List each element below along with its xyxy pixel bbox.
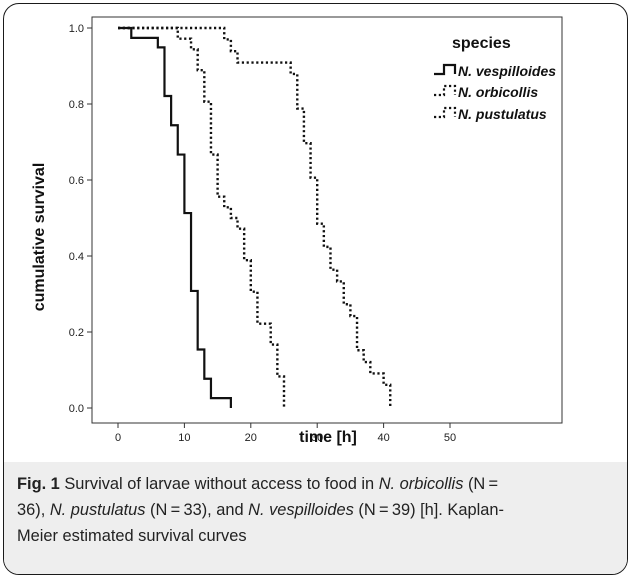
x-tick-label: 30 xyxy=(311,432,323,444)
y-axis-title: cumulative survival xyxy=(31,163,48,312)
legend-entry: N. pustulatus xyxy=(458,106,547,122)
y-tick-label: 0.6 xyxy=(69,175,84,187)
legend-entry: N. vespilloides xyxy=(458,63,556,79)
caption-species: N. orbicollis xyxy=(378,475,464,493)
figure-frame xyxy=(3,3,628,575)
caption-label: Fig. 1 xyxy=(17,475,60,493)
caption-text: Survival of larvae without access to foo… xyxy=(59,475,379,493)
figure-caption: Fig. 1 Survival of larvae without access… xyxy=(17,471,617,549)
plot-area-border xyxy=(91,16,563,424)
caption-text: Meier estimated survival curves xyxy=(17,527,247,545)
y-tick-label: 0.4 xyxy=(69,251,84,263)
legend-swatch xyxy=(434,63,457,76)
x-tick-label: 40 xyxy=(377,432,389,444)
y-tick-label: 0.0 xyxy=(69,403,84,415)
x-tick-label: 20 xyxy=(245,432,257,444)
survival-curve xyxy=(118,26,232,408)
caption-text: (N = 33), and xyxy=(145,501,249,519)
y-tick-label: 1.0 xyxy=(69,23,84,35)
chart-series xyxy=(118,26,392,408)
legend-title: species xyxy=(452,35,511,52)
caption-text: (N = 39) [h]. Kaplan- xyxy=(353,501,504,519)
x-tick-label: 10 xyxy=(178,432,190,444)
y-tick-label: 0.2 xyxy=(69,327,84,339)
y-tick-label: 0.8 xyxy=(69,99,84,111)
legend-entry: N. orbicollis xyxy=(458,84,538,100)
legend-swatch xyxy=(434,84,457,97)
survival-curve xyxy=(118,26,392,408)
caption-band xyxy=(4,462,627,574)
x-tick-label: 0 xyxy=(115,432,121,444)
caption-text: (N = xyxy=(463,475,502,493)
chart-legend: species N. vespilloides N. orbicollis N. p… xyxy=(434,35,556,122)
chart-axes: 0 10 20 30 40 50 0.0 0.2 0.4 0.6 0.8 1.0 xyxy=(69,16,563,444)
caption-text: 36), xyxy=(17,501,50,519)
survival-curve xyxy=(118,26,286,408)
caption-species: N. vespilloides xyxy=(248,501,354,519)
caption-species: N. pustulatus xyxy=(49,501,146,519)
x-tick-label: 50 xyxy=(444,432,456,444)
legend-swatch xyxy=(434,106,457,119)
x-axis-title: time [h] xyxy=(299,429,357,446)
